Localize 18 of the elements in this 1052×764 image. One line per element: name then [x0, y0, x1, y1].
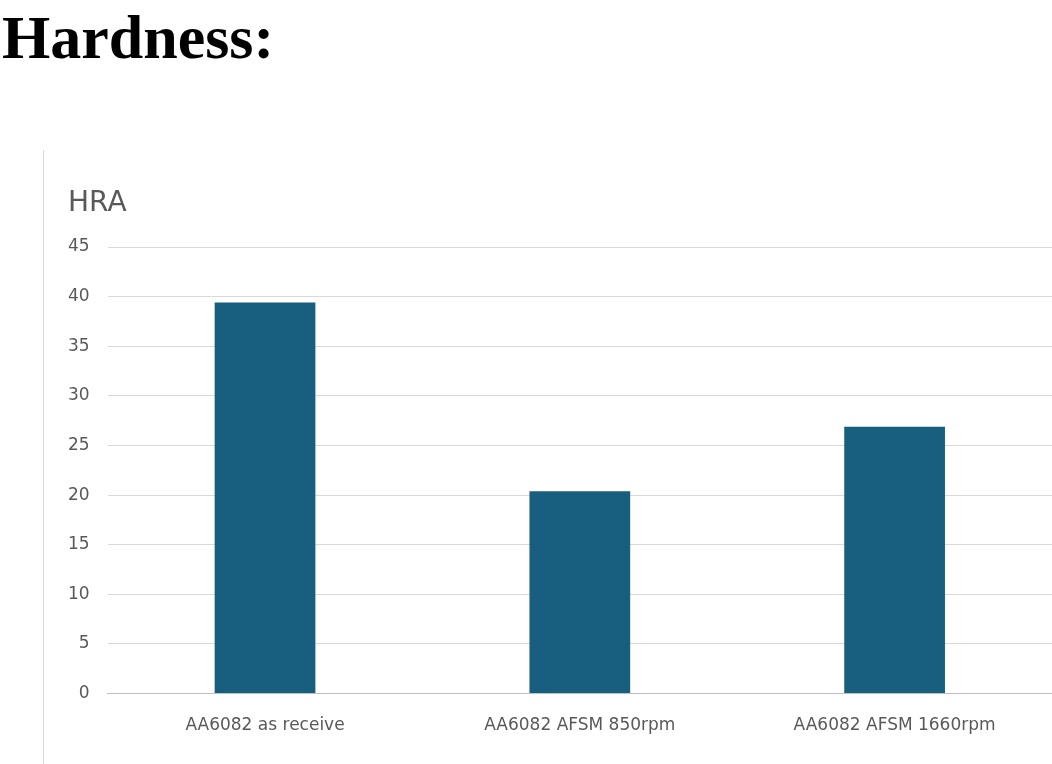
y-tick-label: 40 [67, 285, 90, 306]
y-axis-title: HRA [68, 185, 127, 218]
x-tick-label: AA6082 AFSM 1660rpm [793, 714, 996, 735]
y-tick-label: 10 [67, 582, 90, 603]
y-tick-label: 35 [67, 334, 90, 355]
bar [214, 302, 316, 694]
x-tick-label: AA6082 as receive [185, 714, 345, 735]
y-tick-label: 20 [67, 483, 90, 504]
bar [529, 491, 631, 694]
y-tick-label: 45 [67, 235, 90, 256]
x-tick-label: AA6082 AFSM 850rpm [484, 714, 676, 735]
bar [844, 426, 945, 694]
chart-title: Hardness: [2, 2, 275, 73]
y-tick-label: 15 [67, 533, 90, 554]
y-tick-label: 30 [67, 384, 90, 405]
y-tick-label: 25 [67, 433, 90, 454]
y-tick-label: 5 [78, 632, 90, 653]
y-tick-label: 0 [78, 682, 90, 703]
